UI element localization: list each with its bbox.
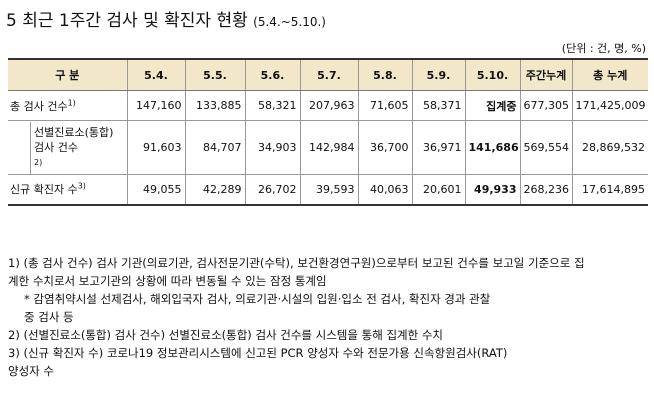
column-header: 주간누계 [519,58,572,91]
note: 3) (신규 확진자 수) 코로나19 정보관리시스템에 신고된 PCR 양성자… [8,344,650,380]
cell: 20,601 [411,174,465,206]
column-header: 5.9. [411,58,465,91]
cell: 40,063 [357,174,412,206]
cell: 171,425,009 [571,90,648,121]
cell: 569,554 [519,120,572,175]
column-header: 5.8. [357,58,412,91]
cell: 141,686 [464,120,520,175]
row-label-text: 선별진료소(통합) 검사 건수 [34,126,114,154]
notes: 1) (총 검사 건수) 검사 기관(의료기관, 검사전문기관(수탁), 보건환… [8,254,650,380]
title: 5 최근 1주간 검사 및 확진자 현황 (5.4.~5.10.) [6,6,326,31]
cell: 49,933 [464,174,520,206]
column-header: 구 분 [8,58,127,91]
note-line: 계한 수치로서 보고기관의 상황에 따라 변동될 수 있는 잠정 통계임 [8,274,327,288]
row-label: 선별진료소(통합) 검사 건수 2) [8,120,127,175]
cell: 207,963 [299,90,358,121]
title-text: 5 최근 1주간 검사 및 확진자 현황 [6,11,248,31]
row-label-text: 신규 확진자 수 [10,183,78,197]
table-body: 총 검사 건수1) 147,160 133,885 58,321 207,963 71,6… [8,90,648,206]
row-label-note: 2) [34,158,43,167]
note-line: 양성자 수 [8,364,54,378]
cell: 268,236 [519,174,572,206]
cell: 142,984 [299,120,358,175]
cell: 58,371 [411,90,465,121]
title-period: (5.4.~5.10.) [253,15,326,29]
table-row: 신규 확진자 수3) 49,055 42,289 26,702 39,593 40,063… [8,174,648,206]
cell: 84,707 [184,120,245,175]
row-label-box: 선별진료소(통합) 검사 건수 2) [30,121,127,174]
table-row: 총 검사 건수1) 147,160 133,885 58,321 207,963 71,6… [8,90,648,121]
row-label-note: 1) [67,97,76,107]
cell: 133,885 [184,90,245,121]
cell: 91,603 [126,120,185,175]
cell: 28,869,532 [571,120,648,175]
cell: 17,614,895 [571,174,648,206]
row-label: 신규 확진자 수3) [8,174,127,206]
note: 2) (선별진료소(통합) 검사 건수) 선별진료소(통합) 검사 건수를 시스… [8,326,650,344]
table-row: 선별진료소(통합) 검사 건수 2) 91,603 84,707 34,903 142,9… [8,120,648,175]
column-header: 5.7. [299,58,358,91]
column-header: 5.6. [244,58,300,91]
row-label-text: 총 검사 건수 [10,99,68,113]
note: 1) (총 검사 건수) 검사 기관(의료기관, 검사전문기관(수탁), 보건환… [8,254,650,290]
cell: 26,702 [244,174,300,206]
column-header: 5.10. [464,58,520,91]
row-label: 총 검사 건수1) [8,90,127,121]
cell: 677,305 [519,90,572,121]
note-line: 3) (신규 확진자 수) 코로나19 정보관리시스템에 신고된 PCR 양성자… [8,346,508,360]
row-label-note: 3) [77,181,86,191]
note-line: 2) (선별진료소(통합) 검사 건수) 선별진료소(통합) 검사 건수를 시스… [8,328,443,342]
header-row: 구 분 5.4. 5.5. 5.6. 5.7. 5.8. 5.9. 5.10. 주간누계 총 누계 [8,58,648,91]
note-line: 중 검사 등 [24,310,74,324]
cell: 147,160 [126,90,185,121]
column-header: 5.5. [184,58,245,91]
cell: 36,700 [357,120,412,175]
cell: 36,971 [411,120,465,175]
column-header: 총 누계 [571,58,648,91]
note-line: * 감염취약시설 선제검사, 해외입국자 검사, 의료기관·시설의 입원·입소 … [24,292,491,306]
cell: 49,055 [126,174,185,206]
cell: 42,289 [184,174,245,206]
cell: 58,321 [244,90,300,121]
unit: (단위 : 건, 명, %) [561,42,646,55]
column-header: 5.4. [126,58,185,91]
cell: 71,605 [357,90,412,121]
cell: 34,903 [244,120,300,175]
cell: 39,593 [299,174,358,206]
table: 구 분 5.4. 5.5. 5.6. 5.7. 5.8. 5.9. 5.10. 주간누계 총 누계… [8,58,648,206]
cell: 집계중 [464,90,520,121]
note-line: 1) (총 검사 건수) 검사 기관(의료기관, 검사전문기관(수탁), 보건환… [8,256,585,270]
note: * 감염취약시설 선제검사, 해외입국자 검사, 의료기관·시설의 입원·입소 … [8,290,650,326]
